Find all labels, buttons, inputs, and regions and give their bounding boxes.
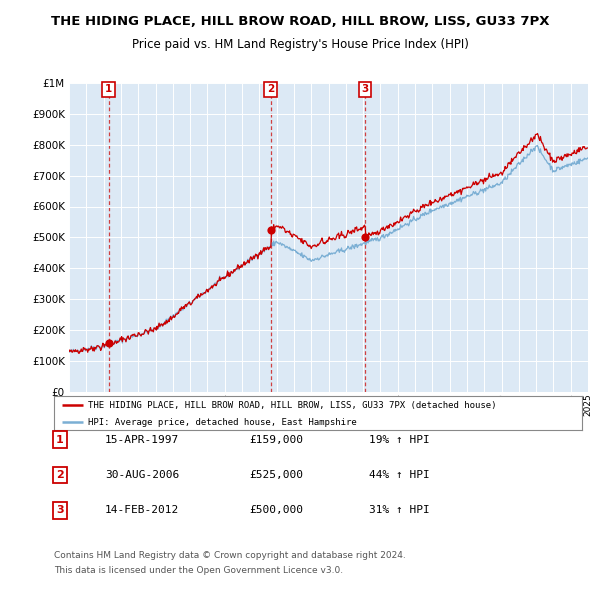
Text: HPI: Average price, detached house, East Hampshire: HPI: Average price, detached house, East… <box>88 418 357 427</box>
Text: THE HIDING PLACE, HILL BROW ROAD, HILL BROW, LISS, GU33 7PX (detached house): THE HIDING PLACE, HILL BROW ROAD, HILL B… <box>88 401 497 410</box>
Point <box>266 225 275 234</box>
Text: 19% ↑ HPI: 19% ↑ HPI <box>369 435 430 444</box>
Text: £525,000: £525,000 <box>249 470 303 480</box>
Text: THE HIDING PLACE, HILL BROW ROAD, HILL BROW, LISS, GU33 7PX: THE HIDING PLACE, HILL BROW ROAD, HILL B… <box>51 15 549 28</box>
Text: 31% ↑ HPI: 31% ↑ HPI <box>369 506 430 515</box>
Text: 3: 3 <box>56 506 64 515</box>
Point <box>104 339 113 348</box>
Text: This data is licensed under the Open Government Licence v3.0.: This data is licensed under the Open Gov… <box>54 566 343 575</box>
Text: Contains HM Land Registry data © Crown copyright and database right 2024.: Contains HM Land Registry data © Crown c… <box>54 551 406 560</box>
Text: 15-APR-1997: 15-APR-1997 <box>105 435 179 444</box>
Text: 44% ↑ HPI: 44% ↑ HPI <box>369 470 430 480</box>
Text: Price paid vs. HM Land Registry's House Price Index (HPI): Price paid vs. HM Land Registry's House … <box>131 38 469 51</box>
Point <box>361 233 370 242</box>
Text: 2: 2 <box>56 470 64 480</box>
Text: 2: 2 <box>267 84 274 94</box>
Text: 30-AUG-2006: 30-AUG-2006 <box>105 470 179 480</box>
Text: £159,000: £159,000 <box>249 435 303 444</box>
Text: 3: 3 <box>362 84 369 94</box>
Text: 14-FEB-2012: 14-FEB-2012 <box>105 506 179 515</box>
Text: £500,000: £500,000 <box>249 506 303 515</box>
Text: 1: 1 <box>56 435 64 444</box>
Text: 1: 1 <box>105 84 112 94</box>
